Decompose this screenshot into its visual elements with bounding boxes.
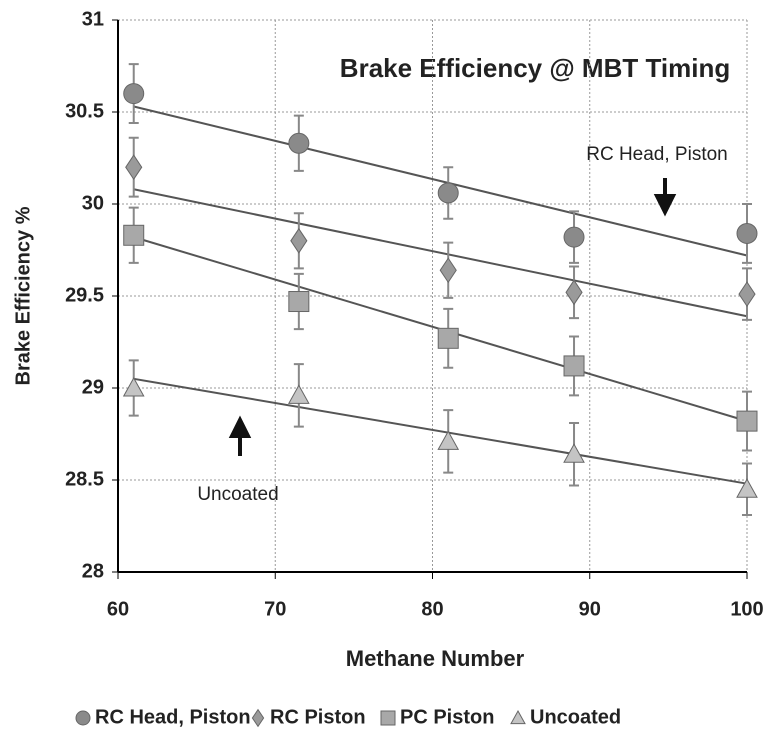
- legend-marker: [75, 710, 91, 726]
- data-point: [736, 478, 758, 498]
- annotation: RC Head, Piston: [586, 144, 728, 165]
- legend-marker: [251, 708, 265, 728]
- data-point: [122, 376, 145, 397]
- data-point: [736, 410, 758, 432]
- data-point: [563, 226, 585, 248]
- data-point: [738, 281, 756, 308]
- legend-label: PC Piston: [400, 706, 494, 728]
- legend-marker: [380, 710, 396, 726]
- legend-marker: [510, 709, 526, 725]
- y-tick-label: 28: [82, 560, 104, 582]
- x-tick-label: 80: [421, 598, 443, 620]
- y-axis-label: Brake Efficiency %: [12, 206, 34, 385]
- title-box: [310, 42, 750, 100]
- x-axis-label: Methane Number: [346, 646, 525, 671]
- data-point: [288, 132, 310, 154]
- data-point: [563, 355, 585, 377]
- data-point: [287, 384, 310, 404]
- trend-line: [133, 377, 748, 485]
- chart-title: Brake Efficiency @ MBT Timing: [340, 53, 730, 83]
- legend-item: Uncoated: [510, 706, 621, 728]
- data-point: [125, 154, 143, 181]
- legend-item: PC Piston: [380, 706, 494, 728]
- y-tick-label: 29.5: [65, 284, 104, 306]
- x-tick-label: 100: [730, 598, 763, 620]
- data-point: [439, 257, 457, 284]
- data-point: [123, 224, 145, 246]
- trend-line: [133, 105, 748, 257]
- y-tick-label: 29: [82, 376, 104, 398]
- data-point: [123, 83, 145, 105]
- x-tick-label: 70: [264, 598, 286, 620]
- data-point: [736, 222, 758, 244]
- data-point: [288, 291, 310, 313]
- legend-label: RC Piston: [270, 706, 366, 728]
- trend-line: [133, 188, 748, 318]
- data-point: [290, 227, 308, 254]
- arrow: [228, 415, 252, 456]
- data-point: [437, 327, 459, 349]
- data-point: [563, 443, 585, 463]
- data-point: [437, 430, 460, 450]
- arrow: [653, 178, 677, 217]
- data-point: [565, 279, 583, 306]
- y-tick-label: 30.5: [65, 100, 104, 122]
- legend-item: RC Head, Piston: [75, 706, 251, 728]
- x-tick-label: 90: [579, 598, 601, 620]
- legend-label: RC Head, Piston: [95, 706, 251, 728]
- data-point: [437, 182, 459, 204]
- legend-item: RC Piston: [251, 706, 366, 728]
- y-tick-label: 28.5: [65, 468, 104, 490]
- y-tick-label: 30: [82, 192, 104, 214]
- legend-label: Uncoated: [530, 706, 621, 728]
- x-tick-label: 60: [107, 598, 129, 620]
- y-tick-label: 31: [82, 8, 104, 30]
- annotation: Uncoated: [197, 484, 278, 505]
